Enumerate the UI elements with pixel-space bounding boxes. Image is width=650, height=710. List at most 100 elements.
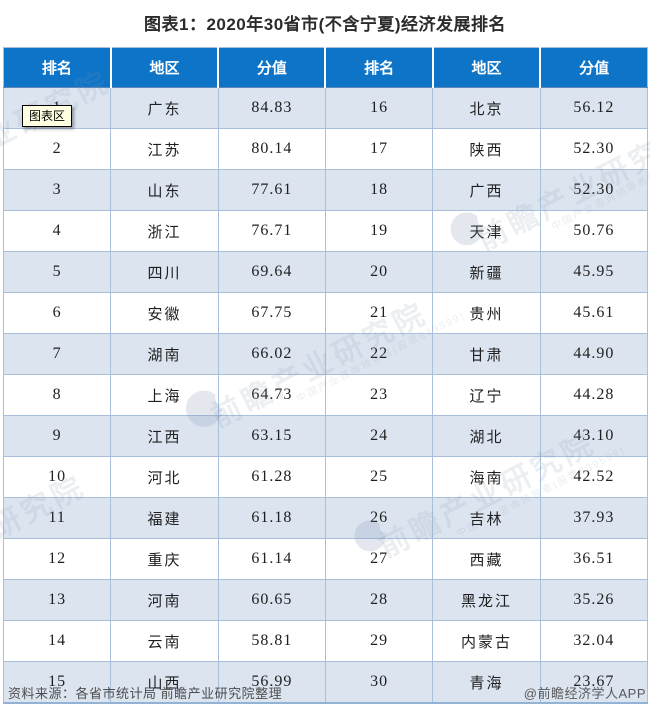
chart-area[interactable]: 排名 地区 分值 排名 地区 分值 1广东84.8316北京56.122江苏80… xyxy=(2,47,649,704)
rank-cell: 9 xyxy=(2,415,112,457)
region-cell: 内蒙古 xyxy=(432,620,541,662)
rank-cell: 25 xyxy=(324,456,434,498)
header-rank-left: 排名 xyxy=(3,47,111,88)
score-cell: 52.30 xyxy=(539,128,649,170)
data-source-text: 资料来源：各省市统计局 前瞻产业研究院整理 xyxy=(8,686,283,701)
score-cell: 76.71 xyxy=(217,210,326,252)
score-cell: 45.61 xyxy=(539,292,649,334)
rank-cell: 4 xyxy=(2,210,112,252)
score-cell: 61.28 xyxy=(217,456,326,498)
score-cell: 44.90 xyxy=(539,333,649,375)
score-cell: 58.81 xyxy=(217,620,326,662)
table-row: 7 湖南 66.02 22 甘肃 44.90 xyxy=(2,333,649,375)
table-row: 15 山西 56.99 30 青海 23.67 xyxy=(2,661,649,704)
rank-cell: 6 xyxy=(2,292,112,334)
region-cell: 重庆 xyxy=(110,538,219,580)
header-score-right: 分值 xyxy=(539,47,648,88)
region-cell: 福建 xyxy=(110,497,219,539)
rank-cell: 14 xyxy=(2,620,112,662)
score-cell: 64.73 xyxy=(217,374,326,416)
score-cell: 42.52 xyxy=(539,456,649,498)
header-region-right: 地区 xyxy=(431,47,541,88)
score-cell: 35.26 xyxy=(539,579,649,621)
region-cell: 河北 xyxy=(110,456,219,498)
table-header-row: 排名 地区 分值 排名 地区 分值 xyxy=(3,47,648,88)
table-row: 9 江西 63.15 24 湖北 43.10 xyxy=(2,415,649,457)
rank-cell: 20 xyxy=(324,251,434,293)
region-cell: 河南 xyxy=(110,579,219,621)
rank-cell: 23 xyxy=(324,374,434,416)
rank-cell: 8 xyxy=(2,374,112,416)
region-cell: 黑龙江 xyxy=(432,579,541,621)
header-region-left: 地区 xyxy=(109,47,219,88)
rank-cell: 24 xyxy=(324,415,434,457)
chart-area-tooltip: 图表区 xyxy=(22,105,73,127)
score-cell: 67.75 xyxy=(217,292,326,334)
table-row: 14 云南 58.81 29 内蒙古 32.04 xyxy=(2,620,649,662)
score-cell: 37.93 xyxy=(539,497,649,539)
rank-cell: 13 xyxy=(2,579,112,621)
rank-cell: 29 xyxy=(324,620,434,662)
table-row: 6 安徽 67.75 21 贵州 45.61 xyxy=(2,292,649,334)
rank-cell: 16 xyxy=(324,87,434,129)
rank-cell: 28 xyxy=(324,579,434,621)
footer: 资料来源：各省市统计局 前瞻产业研究院整理 @前瞻经济学人APP xyxy=(0,681,650,703)
score-cell: 32.04 xyxy=(539,620,649,662)
score-cell: 45.95 xyxy=(539,251,649,293)
region-cell: 天津 xyxy=(432,210,541,252)
rank-cell: 11 xyxy=(2,497,112,539)
score-cell: 61.18 xyxy=(217,497,326,539)
score-cell: 56.12 xyxy=(539,87,649,129)
score-cell: 23.67 xyxy=(539,661,649,704)
table-row: 8 上海 64.73 23 辽宁 44.28 xyxy=(2,374,649,416)
rank-cell: 27 xyxy=(324,538,434,580)
region-cell: 海南 xyxy=(432,456,541,498)
region-cell: 湖南 xyxy=(110,333,219,375)
score-cell: 52.30 xyxy=(539,169,649,211)
rank-cell: 7 xyxy=(2,333,112,375)
rank-cell: 22 xyxy=(324,333,434,375)
score-cell: 77.61 xyxy=(217,169,326,211)
header-score-left: 分值 xyxy=(217,47,326,88)
region-cell: 吉林 xyxy=(432,497,541,539)
header-rank-right: 排名 xyxy=(324,47,433,88)
rank-cell: 21 xyxy=(324,292,434,334)
region-cell: 山西 xyxy=(110,661,219,704)
region-cell: 浙江 xyxy=(110,210,219,252)
score-cell: 66.02 xyxy=(217,333,326,375)
score-cell: 50.76 xyxy=(539,210,649,252)
region-cell: 西藏 xyxy=(432,538,541,580)
score-cell: 61.14 xyxy=(217,538,326,580)
table-row: 10 河北 61.28 25 海南 42.52 xyxy=(2,456,649,498)
table-row: 3 山东 77.61 18 广西 52.30 xyxy=(2,169,649,211)
table-row: 13 河南 60.65 28 黑龙江 35.26 xyxy=(2,579,649,621)
score-cell: 43.10 xyxy=(539,415,649,457)
region-cell: 上海 xyxy=(110,374,219,416)
score-cell: 56.99 xyxy=(217,661,326,704)
rank-cell: 3 xyxy=(2,169,112,211)
rank-cell: 2 xyxy=(2,128,112,170)
rank-cell: 10 xyxy=(2,456,112,498)
region-cell: 青海 xyxy=(432,661,541,704)
region-cell: 江西 xyxy=(110,415,219,457)
table-body: 1广东84.8316北京56.122江苏80.1417陕西52.303山东77.… xyxy=(2,87,649,704)
table-row: 2 江苏 80.14 17 陕西 52.30 xyxy=(2,128,649,170)
rank-cell: 19 xyxy=(324,210,434,252)
rank-cell: 5 xyxy=(2,251,112,293)
score-cell: 84.83 xyxy=(217,87,326,129)
region-cell: 四川 xyxy=(110,251,219,293)
region-cell: 广西 xyxy=(432,169,541,211)
score-cell: 36.51 xyxy=(539,538,649,580)
score-cell: 69.64 xyxy=(217,251,326,293)
rank-cell: 26 xyxy=(324,497,434,539)
region-cell: 新疆 xyxy=(432,251,541,293)
table-row: 5 四川 69.64 20 新疆 45.95 xyxy=(2,251,649,293)
region-cell: 贵州 xyxy=(432,292,541,334)
score-cell: 60.65 xyxy=(217,579,326,621)
score-cell: 80.14 xyxy=(217,128,326,170)
rank-cell: 17 xyxy=(324,128,434,170)
score-cell: 44.28 xyxy=(539,374,649,416)
region-cell: 云南 xyxy=(110,620,219,662)
rank-cell: 30 xyxy=(324,661,434,704)
